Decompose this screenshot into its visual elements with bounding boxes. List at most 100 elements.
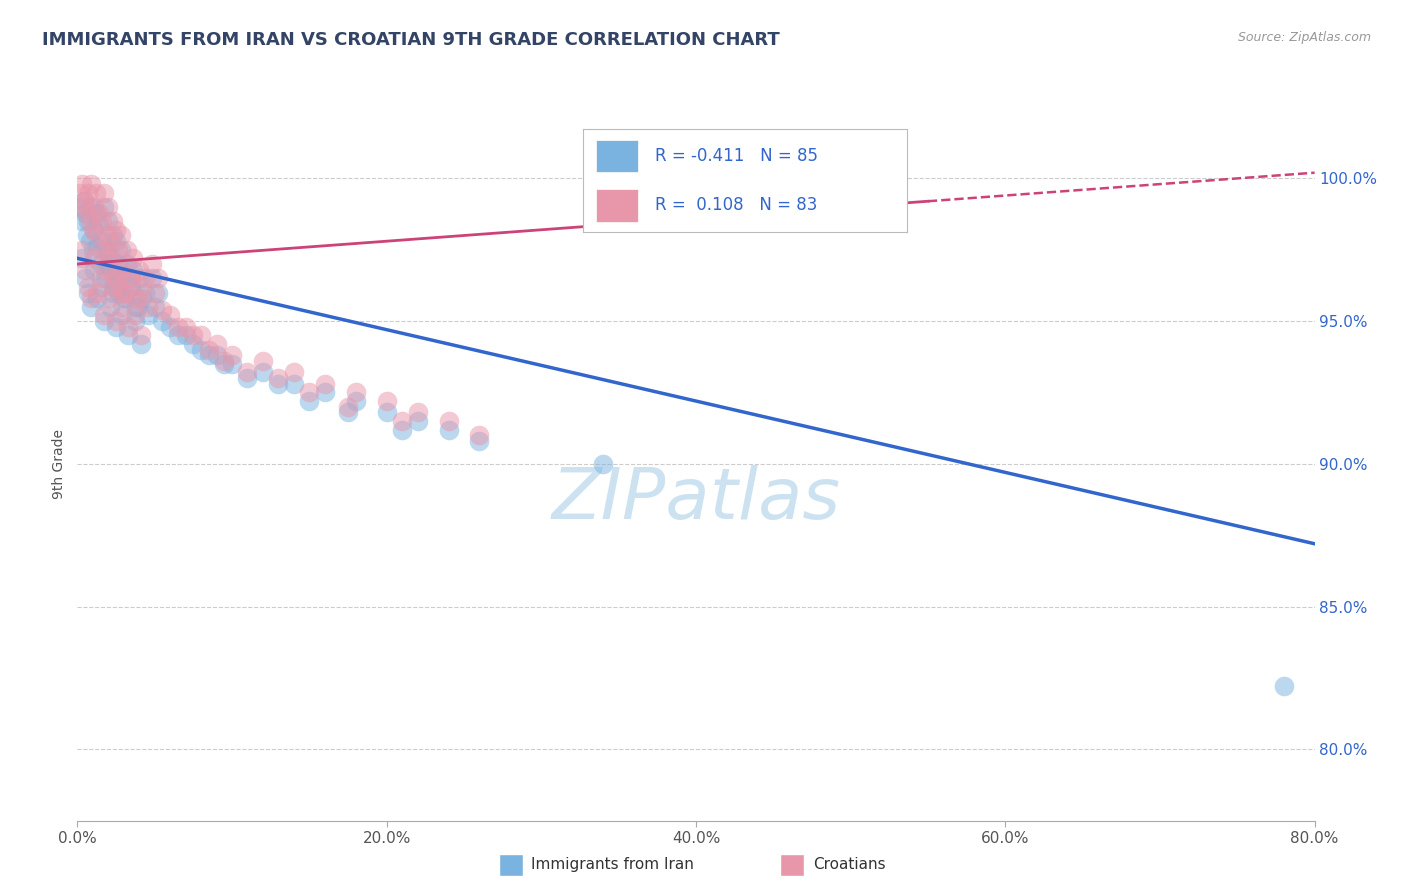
Point — [98, 252, 121, 266]
Point — [406, 414, 429, 428]
Text: R = -0.411   N = 85: R = -0.411 N = 85 — [655, 147, 818, 165]
Point — [108, 285, 131, 300]
Point — [391, 414, 413, 428]
Point — [267, 371, 290, 385]
Point — [107, 243, 129, 257]
Point — [108, 280, 131, 294]
Point — [86, 285, 108, 300]
Point — [86, 291, 108, 305]
Point — [70, 252, 93, 266]
Point — [100, 252, 122, 266]
Point — [167, 328, 190, 343]
Point — [152, 314, 174, 328]
Point — [143, 300, 166, 314]
Point — [128, 271, 150, 285]
Point — [112, 291, 135, 305]
Point — [94, 271, 117, 285]
Point — [468, 434, 491, 448]
Point — [190, 343, 212, 357]
Point — [183, 337, 205, 351]
Point — [93, 186, 115, 200]
Point — [221, 357, 243, 371]
Point — [101, 214, 124, 228]
Point — [76, 228, 98, 243]
Point — [83, 262, 105, 277]
Point — [75, 271, 96, 285]
Point — [236, 366, 259, 380]
Point — [167, 319, 190, 334]
Bar — [596, 189, 638, 221]
Point — [134, 285, 156, 300]
Point — [127, 291, 149, 305]
Point — [183, 328, 205, 343]
Point — [344, 394, 367, 409]
Point — [77, 186, 100, 200]
Point — [82, 223, 104, 237]
Point — [198, 343, 221, 357]
Point — [114, 285, 136, 300]
Point — [236, 371, 259, 385]
Point — [205, 337, 228, 351]
Text: Source: ZipAtlas.com: Source: ZipAtlas.com — [1237, 31, 1371, 45]
Point — [105, 234, 127, 248]
Point — [80, 300, 103, 314]
Point — [77, 285, 100, 300]
Point — [125, 300, 148, 314]
Point — [314, 376, 336, 391]
Point — [138, 300, 160, 314]
Point — [93, 200, 115, 214]
Point — [96, 243, 118, 257]
Point — [77, 214, 100, 228]
Point — [129, 328, 152, 343]
Point — [87, 205, 110, 219]
Point — [111, 262, 134, 277]
Point — [115, 243, 138, 257]
Point — [344, 385, 367, 400]
Point — [96, 243, 118, 257]
Point — [131, 280, 153, 294]
Point — [159, 309, 181, 323]
Point — [117, 328, 139, 343]
Point — [91, 234, 114, 248]
Point — [437, 414, 460, 428]
Point — [124, 314, 146, 328]
Point — [98, 291, 121, 305]
Point — [110, 228, 132, 243]
Point — [105, 223, 127, 237]
Text: R =  0.108   N = 83: R = 0.108 N = 83 — [655, 196, 817, 214]
Text: Croatians: Croatians — [813, 857, 886, 871]
Point — [98, 262, 121, 277]
Point — [592, 457, 614, 471]
Point — [110, 243, 132, 257]
Point — [97, 200, 120, 214]
Point — [125, 291, 148, 305]
Point — [77, 280, 100, 294]
Point — [111, 309, 134, 323]
Point — [298, 394, 321, 409]
Point — [103, 280, 125, 294]
Point — [87, 217, 110, 231]
Point — [174, 319, 197, 334]
Point — [190, 328, 212, 343]
Point — [80, 177, 103, 191]
Point — [134, 271, 156, 285]
Point — [1272, 680, 1295, 694]
Point — [283, 366, 305, 380]
Point — [72, 194, 94, 209]
Point — [79, 214, 101, 228]
Text: IMMIGRANTS FROM IRAN VS CROATIAN 9TH GRADE CORRELATION CHART: IMMIGRANTS FROM IRAN VS CROATIAN 9TH GRA… — [42, 31, 780, 49]
Text: Immigrants from Iran: Immigrants from Iran — [531, 857, 695, 871]
Point — [80, 291, 103, 305]
Point — [252, 366, 274, 380]
Point — [86, 240, 108, 254]
Point — [101, 285, 124, 300]
Point — [141, 271, 163, 285]
Point — [111, 271, 134, 285]
Point — [375, 394, 398, 409]
Point — [70, 177, 93, 191]
Point — [90, 271, 111, 285]
Point — [98, 300, 121, 314]
Point — [406, 405, 429, 419]
Point — [90, 243, 111, 257]
Point — [83, 223, 105, 237]
